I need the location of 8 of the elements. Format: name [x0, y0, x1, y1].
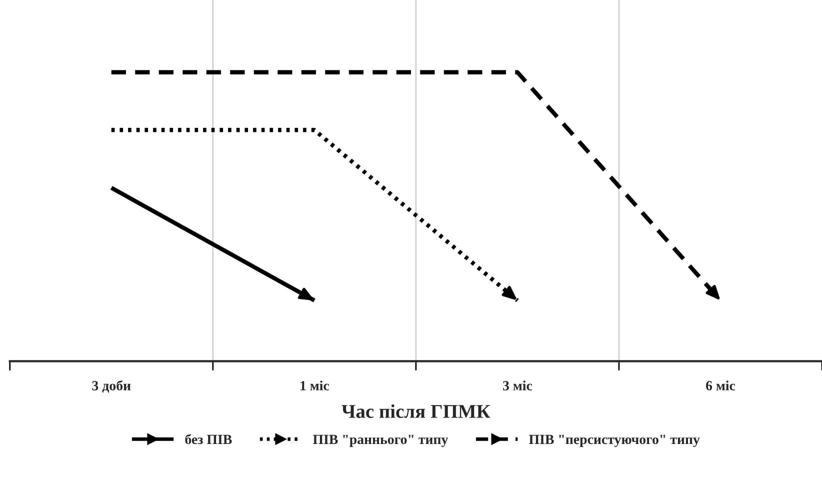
legend-label: ПІВ "раннього" типу — [312, 434, 448, 447]
legend-label: ПІВ "персистуючого" типу — [529, 434, 700, 447]
legend-label: без ПІВ — [185, 434, 232, 444]
x-tick-label: 3 міс — [503, 380, 532, 390]
x-tick-label: 1 міс — [300, 380, 330, 390]
x-tick-label: 3 доби — [92, 380, 131, 393]
x-axis-title: Час після ГПМК — [342, 404, 490, 418]
x-tick-label: 6 міс — [706, 380, 736, 390]
